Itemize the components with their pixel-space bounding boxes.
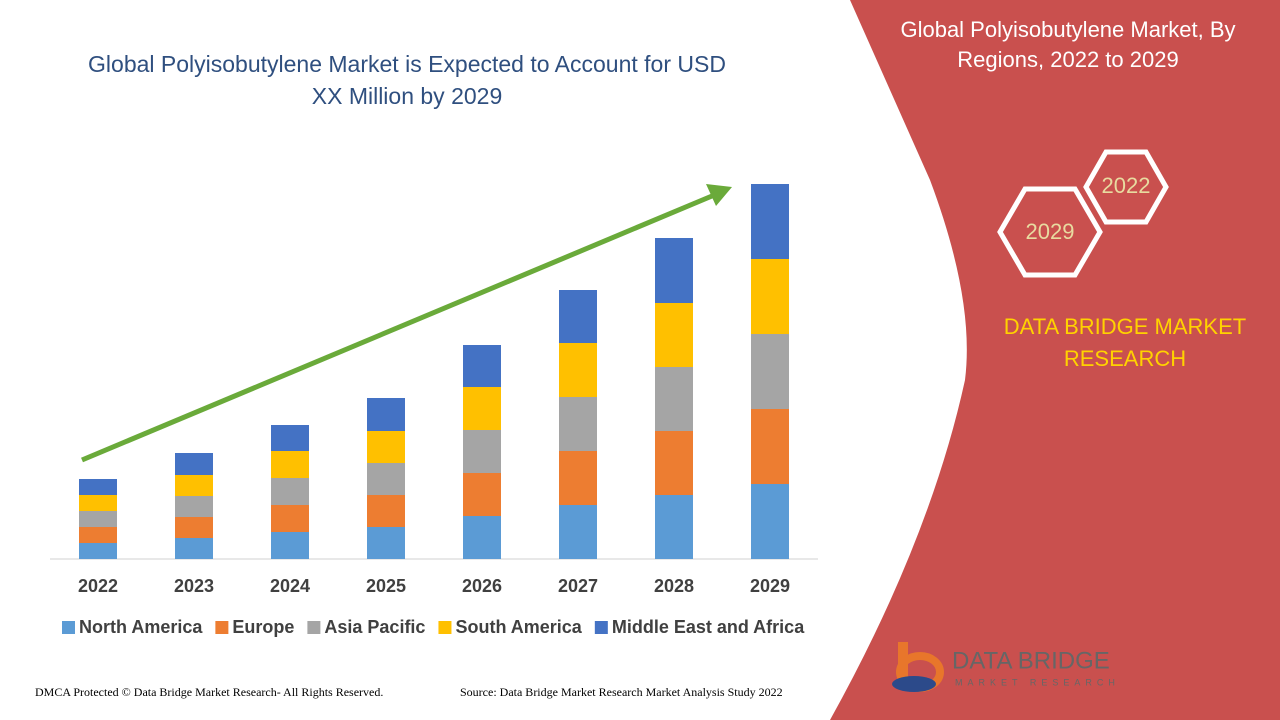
bar-segment [559,505,597,559]
bar-segment [367,463,405,495]
footer-left: DMCA Protected © Data Bridge Market Rese… [35,685,383,699]
trend-arrow [81,193,713,463]
bar-segment [175,538,213,559]
x-tick-label: 2025 [366,576,406,596]
panel-title: Global Polyisobutylene Market, By Region… [900,17,1236,72]
bar-segment [559,397,597,451]
bar-segment [271,451,309,478]
bar-segment [79,495,117,511]
bar-segment [655,238,693,303]
bar-segment [367,431,405,463]
bar-segment [751,334,789,409]
logo: DATA BRIDGE MARKET RESEARCH [892,642,1120,692]
bar-segment [367,398,405,431]
bar-segment [751,409,789,484]
bar-segment [751,259,789,334]
hexagon [1083,149,1169,225]
x-tick-label: 2029 [750,576,790,596]
bar-segment [655,495,693,559]
bar-segment [463,345,501,387]
arrow-head [706,184,732,206]
bar-segment [175,453,213,475]
bar-segment [271,505,309,532]
bar-segment [367,527,405,559]
bar-segment [463,387,501,430]
bar-segment [559,343,597,397]
legend-swatch [307,621,321,634]
x-tick-label: 2023 [174,576,214,596]
legend-label: South America [455,617,582,637]
hex-label: 2029 [1026,219,1075,244]
x-tick-label: 2026 [462,576,502,596]
logo-name: DATA BRIDGE [952,647,1110,674]
x-tick-label: 2022 [78,576,118,596]
bar-segment [559,451,597,505]
x-tick-label: 2028 [654,576,694,596]
bar-segment [175,475,213,496]
bar-segment [79,543,117,559]
bar-segment [271,425,309,451]
bar-segment [79,479,117,495]
bar-segment [751,184,789,259]
bar-segment [655,367,693,431]
legend-swatch [594,621,608,634]
bar-segment [463,516,501,559]
bar-segment [271,532,309,559]
legend-swatch [62,621,75,634]
chart-title: Global Polyisobutylene Market is Expecte… [88,51,726,109]
legend-label: Asia Pacific [324,617,425,637]
legend-label: Europe [232,617,294,637]
bar-segment [559,290,597,343]
brand: DATA BRIDGE MARKET RESEARCH [1003,314,1247,371]
legend-swatch [215,621,229,634]
hexagon [997,186,1103,278]
bar-segment [655,303,693,367]
x-tick-label: 2027 [558,576,598,596]
bar-segment [463,473,501,516]
side-panel [830,0,1280,720]
x-tick-label: 2024 [270,576,310,596]
bar-segment [175,496,213,517]
logo-globe [892,676,936,692]
legend-swatch [438,621,452,634]
bar-segment [367,495,405,527]
bar-segment [751,484,789,559]
bar-segment [79,527,117,543]
bar-segment [655,431,693,495]
footer-right: Source: Data Bridge Market Research Mark… [460,685,783,699]
bar-segment [271,478,309,505]
legend-label: Middle East and Africa [612,617,805,637]
hex-label: 2022 [1102,173,1151,198]
bar-segment [463,430,501,473]
logo-tagline: MARKET RESEARCH [955,677,1120,687]
bar-segment [79,511,117,527]
bar-segment [175,517,213,538]
legend-label: North America [79,617,203,637]
